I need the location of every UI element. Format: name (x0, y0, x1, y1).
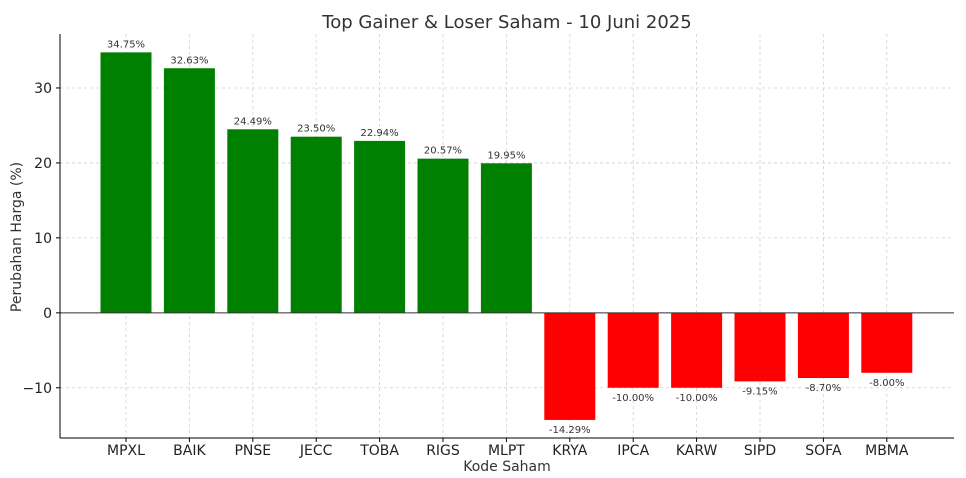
bars-layer (100, 52, 913, 420)
data-label-sipd: -9.15% (742, 386, 777, 397)
bar-sipd (734, 312, 786, 382)
bar-mpxl (100, 52, 152, 313)
bar-sofa (797, 312, 849, 379)
bar-pnse (227, 129, 279, 313)
bar-baik (163, 68, 215, 313)
x-tick-label-mpxl: MPXL (107, 443, 145, 459)
y-tick-label: 10 (34, 231, 52, 247)
x-tick-label-pnse: PNSE (234, 443, 271, 459)
data-label-mpxl: 34.75% (107, 39, 145, 50)
data-label-rigs: 20.57% (424, 146, 462, 157)
bar-mbma (861, 312, 913, 373)
chart-title: Top Gainer & Loser Saham - 10 Juni 2025 (321, 12, 691, 33)
bar-krya (544, 312, 596, 420)
data-label-mbma: -8.00% (869, 378, 904, 389)
x-tick-label-mlpt: MLPT (488, 443, 525, 459)
data-label-jecc: 23.50% (297, 124, 335, 135)
bar-ipca (607, 312, 659, 388)
data-label-baik: 32.63% (170, 55, 208, 66)
y-tick-label: 30 (34, 81, 52, 97)
bar-jecc (290, 136, 342, 313)
data-label-krya: -14.29% (549, 425, 591, 436)
bar-rigs (417, 158, 469, 313)
x-tick-label-toba: TOBA (359, 443, 399, 459)
x-tick-label-ipca: IPCA (617, 443, 649, 459)
x-tick-label-sipd: SIPD (744, 443, 776, 459)
x-tick-label-krya: KRYA (552, 443, 587, 459)
x-tick-label-mbma: MBMA (865, 443, 909, 459)
x-tick-label-baik: BAIK (173, 443, 206, 459)
y-tick-label: 20 (34, 156, 52, 172)
data-label-pnse: 24.49% (234, 116, 272, 127)
y-tick-label: −10 (22, 381, 52, 397)
data-label-toba: 22.94% (361, 128, 399, 139)
x-tick-label-jecc: JECC (299, 443, 333, 459)
y-axis-title: Perubahan Harga (%) (9, 162, 25, 312)
bar-karw (671, 312, 723, 388)
x-axis-title: Kode Saham (463, 459, 551, 475)
data-label-mlpt: 19.95% (487, 150, 525, 161)
axes-layer (56, 34, 954, 442)
data-label-sofa: -8.70% (806, 383, 841, 394)
bar-mlpt (480, 163, 532, 313)
bar-toba (354, 140, 406, 313)
x-tick-label-karw: KARW (676, 443, 718, 459)
x-tick-label-rigs: RIGS (426, 443, 460, 459)
y-tick-label: 0 (43, 306, 52, 322)
labels-layer: −10 0 10 20 30 MPXL BAIK PNSE JECC TOBA RIGS MLPT KR… (22, 39, 908, 459)
x-tick-label-sofa: SOFA (805, 443, 842, 459)
data-label-karw: -10.00% (676, 393, 718, 404)
data-label-ipca: -10.00% (612, 393, 654, 404)
